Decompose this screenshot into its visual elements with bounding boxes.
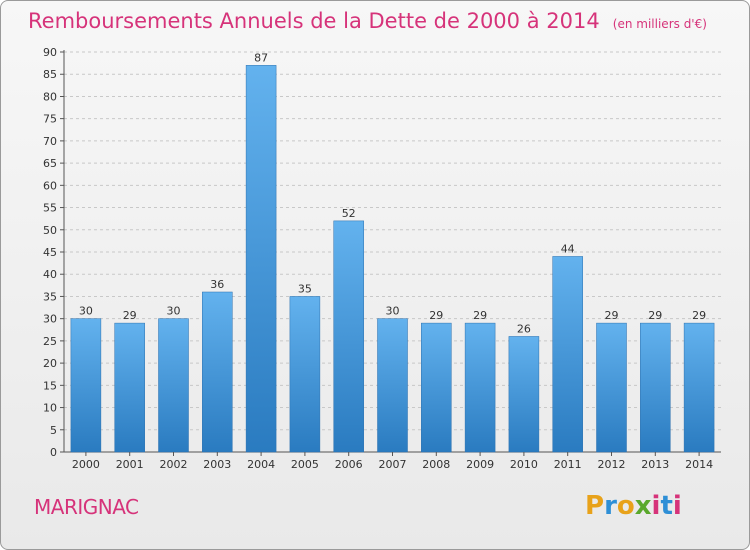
y-tick-label: 70: [43, 135, 57, 148]
bar: [464, 322, 496, 453]
bar: [421, 322, 452, 453]
x-tick-label: 2003: [203, 458, 231, 471]
bar-value-label: 29: [429, 309, 443, 322]
bar-value-label: 29: [123, 309, 137, 322]
x-tick-label: 2009: [466, 458, 494, 471]
y-tick-label: 40: [43, 268, 57, 281]
logo-letter: i: [651, 491, 661, 521]
x-tick-label: 2002: [160, 458, 188, 471]
y-tick-label: 80: [43, 90, 57, 103]
bar-value-label: 36: [210, 278, 224, 291]
x-tick-label: 2014: [685, 458, 713, 471]
logo-letter: i: [672, 491, 682, 521]
bar: [202, 291, 233, 453]
y-tick-label: 85: [43, 68, 57, 81]
bar: [377, 318, 408, 453]
logo-letter: o: [616, 491, 635, 521]
chart-subtitle: (en milliers d'€): [612, 17, 707, 31]
x-tick-label: 2004: [247, 458, 275, 471]
commune-name: MARIGNAC: [34, 495, 139, 519]
bar: [158, 318, 189, 453]
bar: [683, 322, 715, 453]
y-tick-label: 25: [43, 335, 57, 348]
bar-value-label: 29: [605, 309, 619, 322]
bar: [289, 296, 321, 453]
x-tick-label: 2011: [554, 458, 582, 471]
y-tick-label: 75: [43, 113, 57, 126]
bar-value-label: 87: [254, 51, 268, 64]
y-tick-label: 60: [43, 179, 57, 192]
bar: [508, 336, 540, 453]
y-tick-label: 65: [43, 157, 57, 170]
y-tick-label: 50: [43, 224, 57, 237]
logo-letter: r: [604, 491, 617, 521]
logo-letter: t: [660, 491, 673, 521]
y-tick-label: 90: [43, 46, 57, 59]
bar-value-label: 29: [648, 309, 662, 322]
x-tick-label: 2010: [510, 458, 538, 471]
x-tick-label: 2013: [641, 458, 669, 471]
title-block: Remboursements Annuels de la Dette de 20…: [28, 9, 707, 33]
bar-value-label: 35: [298, 282, 312, 295]
bar-value-label: 52: [342, 207, 356, 220]
x-tick-label: 2000: [72, 458, 100, 471]
y-tick-label: 0: [50, 446, 57, 459]
bar: [245, 65, 277, 453]
y-tick-label: 15: [43, 379, 57, 392]
y-tick-label: 45: [43, 246, 57, 259]
bar: [114, 322, 145, 453]
x-tick-label: 2012: [598, 458, 626, 471]
x-tick-label: 2001: [116, 458, 144, 471]
x-tick-label: 2005: [291, 458, 319, 471]
bar-value-label: 30: [167, 305, 181, 318]
y-tick-label: 5: [50, 424, 57, 437]
y-tick-label: 35: [43, 290, 57, 303]
bar-value-label: 44: [561, 242, 575, 255]
y-tick-label: 20: [43, 357, 57, 370]
logo-letter: x: [634, 491, 652, 521]
bar: [596, 322, 627, 453]
chart-title: Remboursements Annuels de la Dette de 20…: [28, 9, 600, 33]
bar-value-label: 29: [473, 309, 487, 322]
y-tick-label: 30: [43, 313, 57, 326]
proxiti-logo: Proxiti: [585, 491, 682, 521]
y-tick-label: 55: [43, 202, 57, 215]
bar: [552, 256, 583, 453]
bar-value-label: 26: [517, 322, 531, 335]
y-tick-label: 10: [43, 402, 57, 415]
logo-letter: P: [585, 491, 605, 521]
bar-value-label: 30: [79, 305, 93, 318]
bar: [70, 318, 102, 453]
x-tick-label: 2007: [379, 458, 407, 471]
x-tick-label: 2008: [422, 458, 450, 471]
bar: [333, 220, 364, 453]
x-tick-label: 2006: [335, 458, 363, 471]
bar-value-label: 29: [692, 309, 706, 322]
bar-value-label: 30: [386, 305, 400, 318]
bar: [640, 322, 671, 453]
